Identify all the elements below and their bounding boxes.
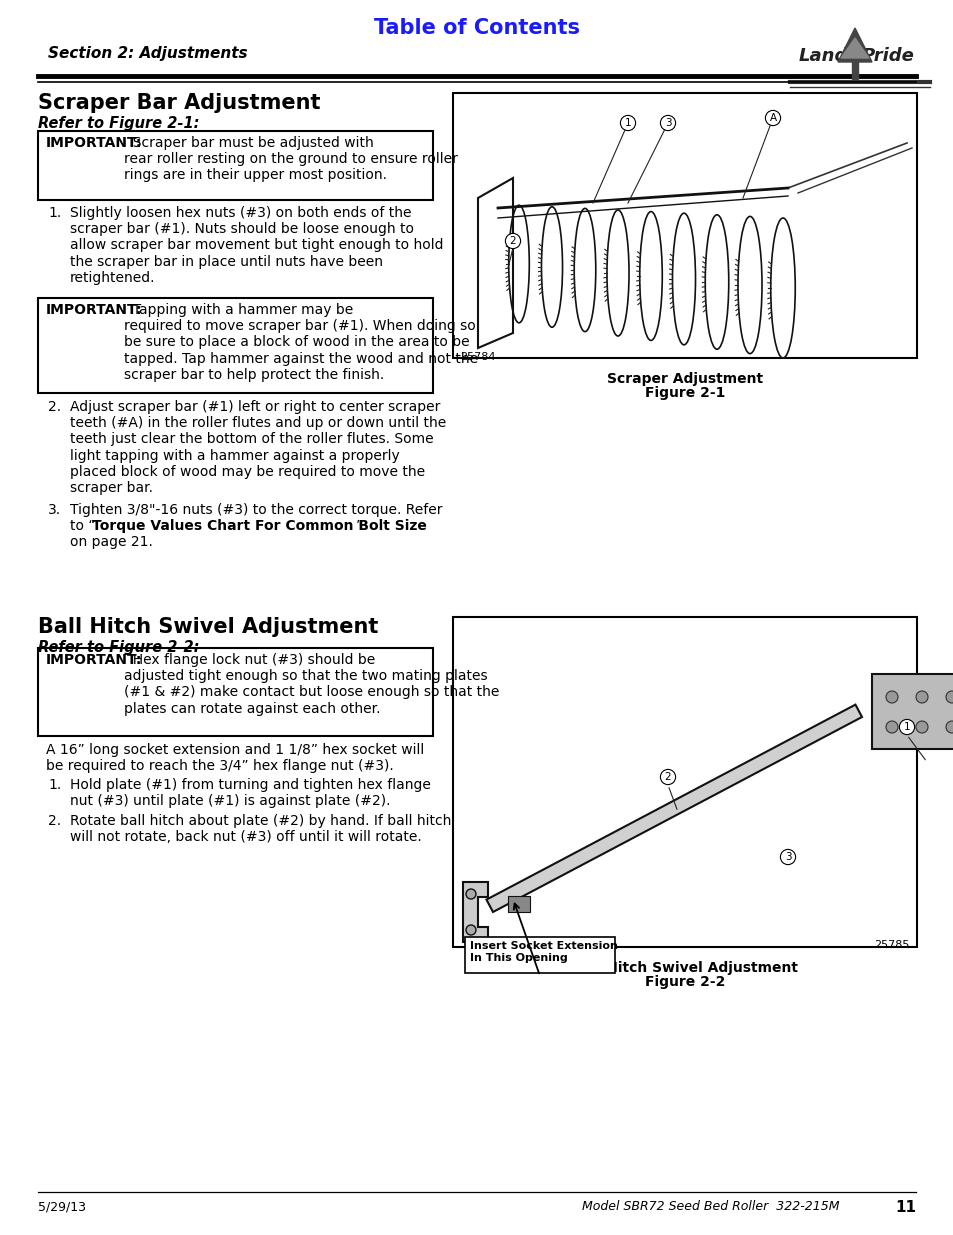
Circle shape bbox=[885, 692, 897, 703]
Text: Refer to Figure 2-2:: Refer to Figure 2-2: bbox=[38, 640, 199, 655]
Text: 3.: 3. bbox=[48, 503, 61, 517]
Text: A 16” long socket extension and 1 1/8” hex socket will
be required to reach the : A 16” long socket extension and 1 1/8” h… bbox=[46, 743, 424, 773]
Text: Slightly loosen hex nuts (#3) on both ends of the
scraper bar (#1). Nuts should : Slightly loosen hex nuts (#3) on both en… bbox=[70, 206, 443, 285]
Bar bbox=[871, 674, 953, 748]
Text: Ball Hitch Swivel Adjustment: Ball Hitch Swivel Adjustment bbox=[572, 961, 797, 974]
Text: Tapping with a hammer may be
required to move scraper bar (#1). When doing so,
b: Tapping with a hammer may be required to… bbox=[124, 303, 479, 382]
Text: 5/29/13: 5/29/13 bbox=[38, 1200, 86, 1213]
Bar bbox=[38, 131, 433, 200]
Text: ”: ” bbox=[355, 519, 363, 534]
Text: 25785: 25785 bbox=[874, 940, 909, 950]
Text: Refer to Figure 2-1:: Refer to Figure 2-1: bbox=[38, 116, 199, 131]
Text: to “: to “ bbox=[70, 519, 95, 534]
Text: Pride: Pride bbox=[862, 47, 914, 65]
Text: Figure 2-1: Figure 2-1 bbox=[644, 387, 724, 400]
Text: 2.: 2. bbox=[48, 814, 61, 827]
Text: Ball Hitch Swivel Adjustment: Ball Hitch Swivel Adjustment bbox=[38, 618, 378, 637]
Text: A: A bbox=[769, 112, 776, 124]
Circle shape bbox=[945, 721, 953, 734]
Text: Insert Socket Extension
In This Opening: Insert Socket Extension In This Opening bbox=[470, 941, 618, 962]
Text: 2.: 2. bbox=[48, 400, 61, 414]
Bar bbox=[38, 648, 433, 736]
Text: Model SBR72 Seed Bed Roller  322-215M: Model SBR72 Seed Bed Roller 322-215M bbox=[582, 1200, 840, 1213]
Text: Hold plate (#1) from turning and tighten hex flange
nut (#3) until plate (#1) is: Hold plate (#1) from turning and tighten… bbox=[70, 778, 431, 808]
Circle shape bbox=[465, 925, 476, 935]
Text: 3: 3 bbox=[664, 119, 671, 128]
Text: Table of Contents: Table of Contents bbox=[374, 19, 579, 38]
Text: 2: 2 bbox=[509, 236, 516, 246]
Text: 1.: 1. bbox=[48, 206, 61, 220]
Text: IMPORTANT:: IMPORTANT: bbox=[46, 136, 142, 149]
Text: on page 21.: on page 21. bbox=[70, 535, 152, 550]
Text: Scraper Adjustment: Scraper Adjustment bbox=[606, 372, 762, 387]
Text: Rotate ball hitch about plate (#2) by hand. If ball hitch
will not rotate, back : Rotate ball hitch about plate (#2) by ha… bbox=[70, 814, 451, 845]
Text: Torque Values Chart For Common Bolt Size: Torque Values Chart For Common Bolt Size bbox=[91, 519, 426, 534]
Text: 1: 1 bbox=[624, 119, 631, 128]
Polygon shape bbox=[462, 882, 488, 942]
Text: Section 2: Adjustments: Section 2: Adjustments bbox=[48, 46, 248, 61]
Text: Scraper bar must be adjusted with
rear roller resting on the ground to ensure ro: Scraper bar must be adjusted with rear r… bbox=[124, 136, 457, 183]
Text: 11: 11 bbox=[894, 1200, 915, 1215]
Text: Land: Land bbox=[798, 47, 847, 65]
Bar bbox=[464, 937, 615, 973]
Polygon shape bbox=[841, 38, 868, 58]
Text: 25784: 25784 bbox=[459, 352, 495, 362]
Circle shape bbox=[915, 692, 927, 703]
Text: 2: 2 bbox=[664, 772, 671, 782]
Text: IMPORTANT:: IMPORTANT: bbox=[46, 653, 142, 667]
Text: Hex flange lock nut (#3) should be
adjusted tight enough so that the two mating : Hex flange lock nut (#3) should be adjus… bbox=[124, 653, 498, 715]
Bar bbox=[507, 897, 530, 911]
Text: Tighten 3/8"-16 nuts (#3) to the correct torque. Refer: Tighten 3/8"-16 nuts (#3) to the correct… bbox=[70, 503, 442, 517]
Polygon shape bbox=[486, 705, 862, 911]
Text: IMPORTANT:: IMPORTANT: bbox=[46, 303, 142, 317]
Bar bbox=[38, 298, 433, 393]
Text: Adjust scraper bar (#1) left or right to center scraper
teeth (#A) in the roller: Adjust scraper bar (#1) left or right to… bbox=[70, 400, 446, 495]
Text: Figure 2-2: Figure 2-2 bbox=[644, 974, 724, 989]
Circle shape bbox=[465, 889, 476, 899]
Bar bbox=[453, 93, 916, 358]
Circle shape bbox=[885, 721, 897, 734]
Polygon shape bbox=[837, 28, 871, 62]
Text: Scraper Bar Adjustment: Scraper Bar Adjustment bbox=[38, 93, 320, 112]
Text: 1: 1 bbox=[902, 722, 909, 732]
Circle shape bbox=[915, 721, 927, 734]
Bar bbox=[851, 61, 857, 79]
Bar bbox=[453, 618, 916, 947]
Circle shape bbox=[945, 692, 953, 703]
Text: 3: 3 bbox=[784, 852, 790, 862]
Text: 1.: 1. bbox=[48, 778, 61, 792]
